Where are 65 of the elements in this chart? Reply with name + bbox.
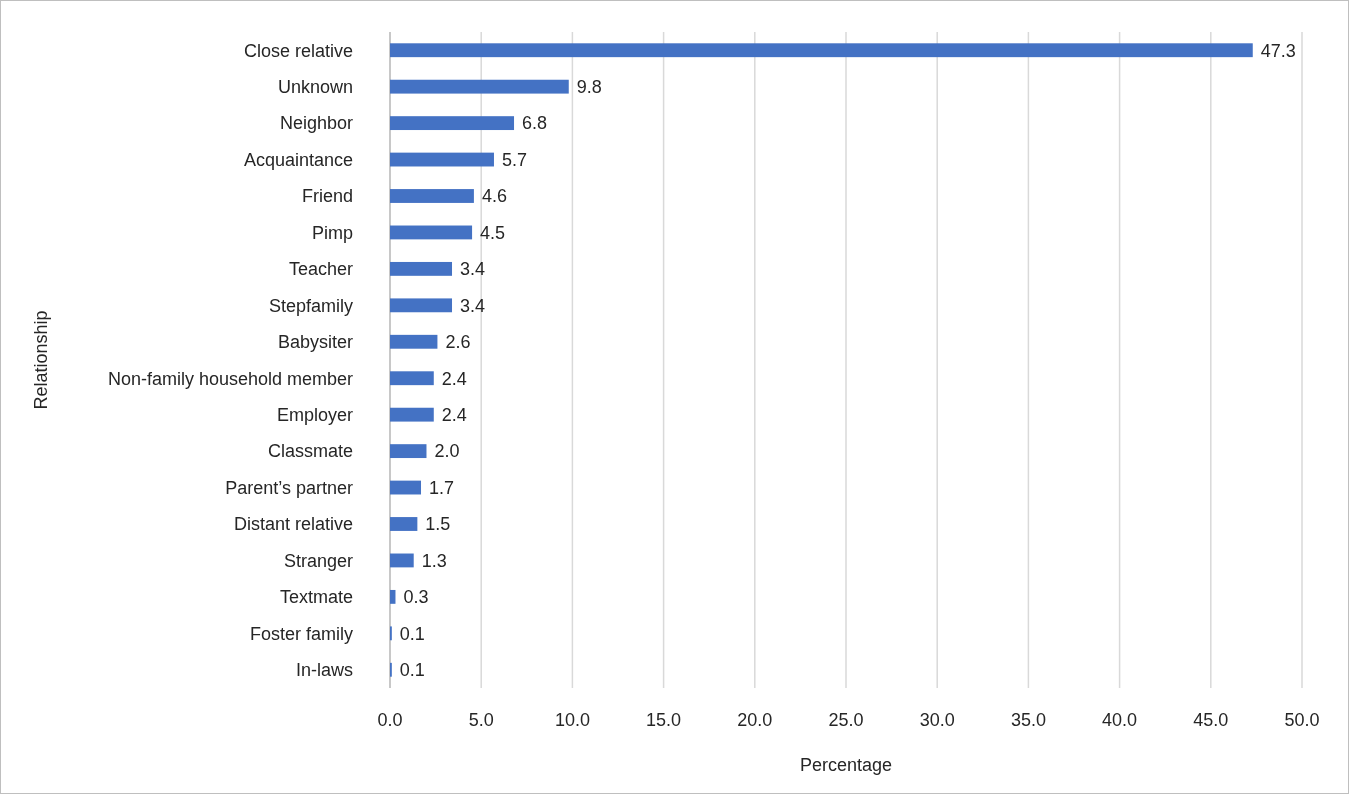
bar: [390, 116, 515, 131]
data-label: 3.4: [460, 295, 486, 316]
x-tick-label: 20.0: [737, 710, 773, 730]
bar: [390, 261, 453, 276]
y-tick-label: Close relative: [243, 40, 353, 61]
data-label: 1.5: [425, 514, 451, 535]
data-label: 3.4: [460, 259, 486, 280]
bar: [390, 225, 473, 240]
x-tick-label: 40.0: [1102, 710, 1138, 730]
bar: [390, 334, 438, 349]
y-tick-label: Textmate: [279, 587, 353, 608]
bar: [390, 553, 414, 568]
y-tick-label: Babysiter: [277, 332, 353, 353]
x-tick-label: 45.0: [1193, 710, 1229, 730]
data-label: 9.8: [576, 76, 602, 97]
x-tick-label: 50.0: [1284, 710, 1320, 730]
y-tick-label: Friend: [301, 186, 353, 207]
data-label: 1.3: [421, 550, 447, 571]
x-axis-title: Percentage: [799, 755, 893, 775]
data-label: 47.3: [1260, 40, 1296, 61]
data-label: 0.1: [399, 660, 425, 681]
bar: [390, 298, 453, 313]
data-label: 2.4: [441, 404, 467, 425]
data-label: 1.7: [429, 477, 455, 498]
bar: [390, 79, 569, 94]
data-label: 2.4: [441, 368, 467, 389]
bar: [390, 371, 434, 386]
y-tick-label: Employer: [276, 404, 353, 425]
y-tick-label: Neighbor: [279, 113, 353, 134]
x-tick-label: 10.0: [554, 710, 590, 730]
bar: [390, 480, 422, 495]
bar: [390, 407, 434, 422]
bar: [390, 517, 418, 531]
x-tick-label: 5.0: [468, 710, 494, 730]
y-tick-label: Teacher: [288, 259, 353, 280]
bar: [390, 444, 427, 459]
data-label: 5.7: [501, 149, 527, 170]
x-tick-label: 0.0: [377, 710, 403, 730]
data-label: 4.5: [480, 222, 506, 243]
x-tick-label: 35.0: [1010, 710, 1046, 730]
y-tick-label: Pimp: [311, 222, 353, 243]
y-tick-label: Parent’s partner: [225, 477, 353, 498]
data-label: 2.6: [445, 332, 471, 353]
y-tick-label: Stepfamily: [268, 295, 353, 316]
data-label: 4.6: [481, 186, 507, 207]
y-axis-title: Relationship: [31, 310, 51, 410]
y-tick-label: Non-family household member: [107, 368, 354, 389]
data-label: 2.0: [434, 441, 460, 462]
data-label: 0.3: [403, 587, 429, 608]
bar: [390, 43, 1253, 58]
x-tick-label: 25.0: [828, 710, 864, 730]
y-tick-label: Stranger: [283, 550, 353, 571]
x-tick-label: 30.0: [919, 710, 955, 730]
y-tick-label: Distant relative: [233, 514, 353, 535]
y-tick-label: In-laws: [295, 660, 353, 681]
x-tick-label: 15.0: [646, 710, 682, 730]
bar: [390, 589, 396, 604]
y-tick-label: Classmate: [267, 441, 353, 462]
y-tick-label: Acquaintance: [243, 149, 353, 170]
bar: [390, 152, 494, 167]
data-label: 6.8: [522, 113, 548, 134]
y-tick-label: Unknown: [277, 76, 353, 97]
y-tick-label: Foster family: [249, 623, 353, 644]
bar: [390, 189, 474, 203]
data-label: 0.1: [399, 623, 425, 644]
